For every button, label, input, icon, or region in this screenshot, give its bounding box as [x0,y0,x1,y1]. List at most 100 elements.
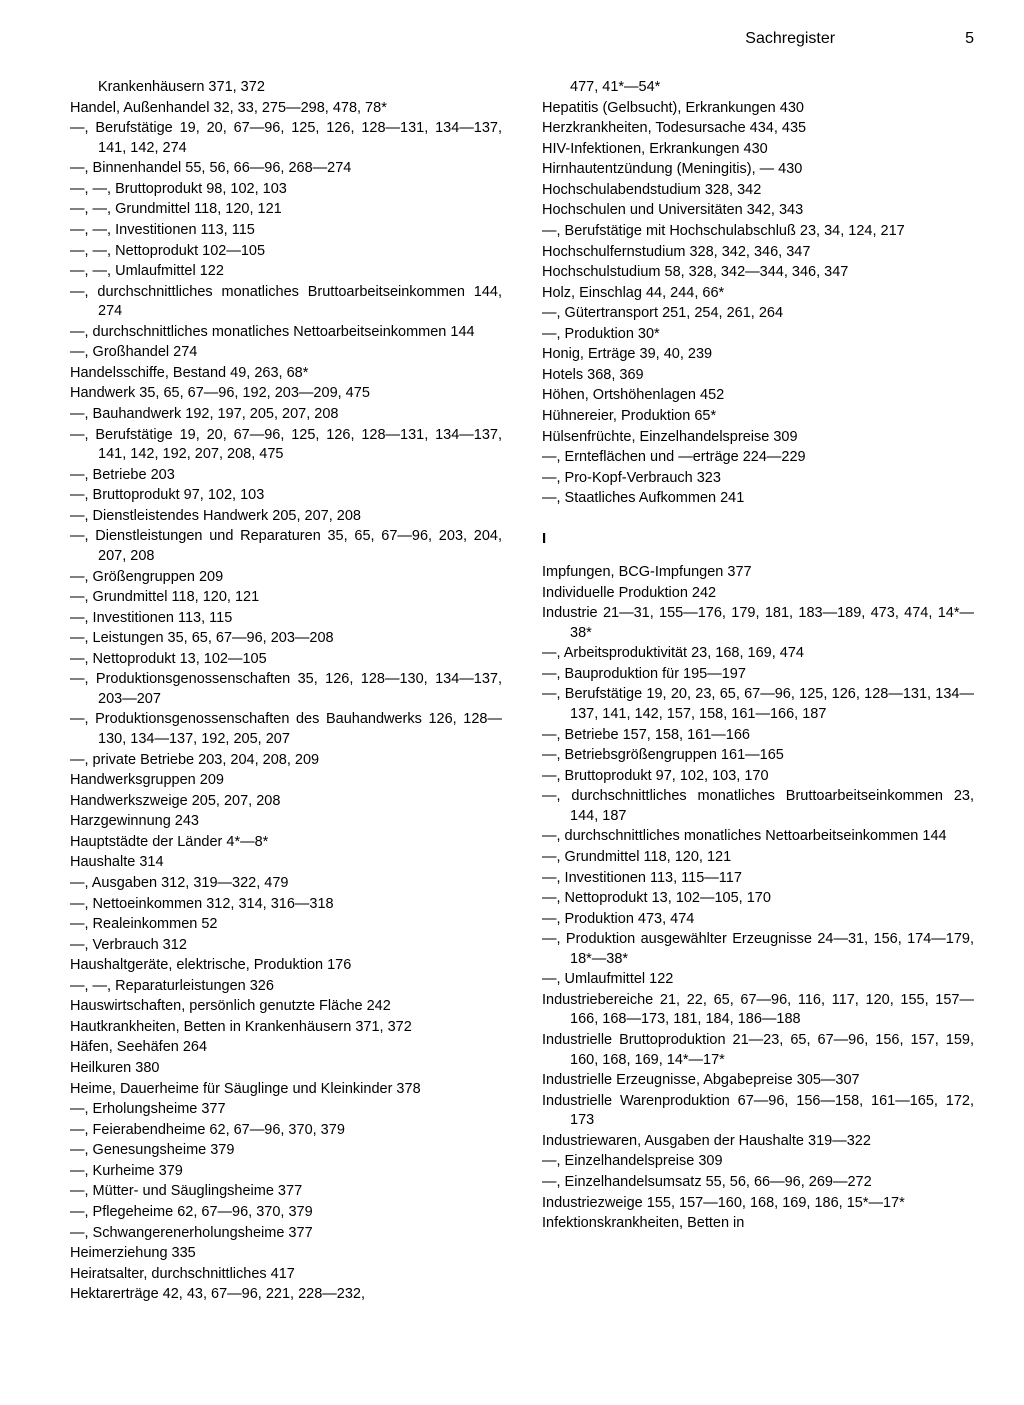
index-entry: Industriezweige 155, 157—160, 168, 169, … [542,1194,974,1214]
index-entry: —, Produktion 473, 474 [542,910,974,930]
index-entry: —, Einzelhandelsumsatz 55, 56, 66—96, 26… [542,1173,974,1193]
page-number: 5 [965,30,974,48]
index-entry: Häfen, Seehäfen 264 [70,1038,502,1058]
index-entry: Industrielle Warenproduktion 67—96, 156—… [542,1092,974,1131]
index-entry: —, Berufstätige 19, 20, 67—96, 125, 126,… [70,426,502,465]
index-entry: Individuelle Produktion 242 [542,584,974,604]
index-entry: —, Staatliches Aufkommen 241 [542,489,974,509]
index-entry: Impfungen, BCG-Impfungen 377 [542,563,974,583]
index-entry: —, Produktionsgenossenschaften des Bauha… [70,710,502,749]
index-entry: —, Verbrauch 312 [70,936,502,956]
index-entry: —, Ausgaben 312, 319—322, 479 [70,874,502,894]
index-entry: Handwerkszweige 205, 207, 208 [70,792,502,812]
index-entry: —, durchschnittliches monatliches Nettoa… [542,827,974,847]
index-entry: —, Kurheime 379 [70,1162,502,1182]
index-entry: Holz, Einschlag 44, 244, 66* [542,284,974,304]
index-entry: Industrielle Bruttoproduktion 21—23, 65,… [542,1031,974,1070]
index-entry: Krankenhäusern 371, 372 [70,78,502,98]
index-entry: Heimerziehung 335 [70,1244,502,1264]
index-entry: —, Feierabendheime 62, 67—96, 370, 379 [70,1121,502,1141]
index-entry: —, Grundmittel 118, 120, 121 [70,588,502,608]
index-entry: —, Grundmittel 118, 120, 121 [542,848,974,868]
index-entry: —, durchschnittliches monatliches Brutto… [542,787,974,826]
index-entry: —, Bauproduktion für 195—197 [542,665,974,685]
index-entry: Hotels 368, 369 [542,366,974,386]
index-entry: —, Investitionen 113, 115—117 [542,869,974,889]
index-entry: Heiratsalter, durchschnittliches 417 [70,1265,502,1285]
index-entry: —, Leistungen 35, 65, 67—96, 203—208 [70,629,502,649]
index-entry: —, Mütter- und Säuglingsheime 377 [70,1182,502,1202]
index-entry: —, Umlaufmittel 122 [542,970,974,990]
index-entry: —, Nettoprodukt 13, 102—105, 170 [542,889,974,909]
index-entry: —, durchschnittliches monatliches Brutto… [70,283,502,322]
index-entry: —, Betriebe 203 [70,466,502,486]
index-entry: —, Bruttoprodukt 97, 102, 103 [70,486,502,506]
index-entry: —, Großhandel 274 [70,343,502,363]
index-entry: —, —, Investitionen 113, 115 [70,221,502,241]
index-entry: Industrielle Erzeugnisse, Abgabepreise 3… [542,1071,974,1091]
index-entry: Hochschulen und Universitäten 342, 343 [542,201,974,221]
index-entry: Hautkrankheiten, Betten in Krankenhäuser… [70,1018,502,1038]
index-entry: —, Pflegeheime 62, 67—96, 370, 379 [70,1203,502,1223]
index-entry: Herzkrankheiten, Todesursache 434, 435 [542,119,974,139]
index-entry: —, —, Nettoprodukt 102—105 [70,242,502,262]
right-column: 477, 41*—54*Hepatitis (Gelbsucht), Erkra… [542,78,974,1306]
index-columns: Krankenhäusern 371, 372Handel, Außenhand… [70,78,974,1306]
index-entry: —, Betriebsgrößengruppen 161—165 [542,746,974,766]
index-entry: —, Dienstleistendes Handwerk 205, 207, 2… [70,507,502,527]
index-entry: Hektarerträge 42, 43, 67—96, 221, 228—23… [70,1285,502,1305]
index-entry: Handwerksgruppen 209 [70,771,502,791]
index-entry: —, Produktionsgenossenschaften 35, 126, … [70,670,502,709]
index-entry: I [542,529,974,549]
index-entry: —, private Betriebe 203, 204, 208, 209 [70,751,502,771]
index-entry: Hirnhautentzündung (Meningitis), — 430 [542,160,974,180]
index-entry: Haushalte 314 [70,853,502,873]
index-entry: Hochschulabendstudium 328, 342 [542,181,974,201]
index-entry: —, Berufstätige 19, 20, 67—96, 125, 126,… [70,119,502,158]
index-entry: Heime, Dauerheime für Säuglinge und Klei… [70,1080,502,1100]
index-entry: —, Nettoeinkommen 312, 314, 316—318 [70,895,502,915]
index-entry: —, Ernteflächen und —erträge 224—229 [542,448,974,468]
index-entry: —, Realeinkommen 52 [70,915,502,935]
index-entry: —, Dienstleistungen und Reparaturen 35, … [70,527,502,566]
index-entry: —, Gütertransport 251, 254, 261, 264 [542,304,974,324]
index-entry: —, Produktion 30* [542,325,974,345]
index-entry: —, Pro-Kopf-Verbrauch 323 [542,469,974,489]
index-entry: —, Einzelhandelspreise 309 [542,1152,974,1172]
index-entry: Handwerk 35, 65, 67—96, 192, 203—209, 47… [70,384,502,404]
index-entry: —, Binnenhandel 55, 56, 66—96, 268—274 [70,159,502,179]
index-entry: —, —, Bruttoprodukt 98, 102, 103 [70,180,502,200]
index-entry: —, —, Grundmittel 118, 120, 121 [70,200,502,220]
index-entry: —, Genesungsheime 379 [70,1141,502,1161]
index-entry: Harzgewinnung 243 [70,812,502,832]
index-entry: Hochschulfernstudium 328, 342, 346, 347 [542,243,974,263]
index-entry: Handel, Außenhandel 32, 33, 275—298, 478… [70,99,502,119]
index-entry: —, —, Umlaufmittel 122 [70,262,502,282]
index-entry: Handelsschiffe, Bestand 49, 263, 68* [70,364,502,384]
index-entry: —, Erholungsheime 377 [70,1100,502,1120]
index-entry: HIV-Infektionen, Erkrankungen 430 [542,140,974,160]
index-entry: —, Schwangerenerholungsheime 377 [70,1224,502,1244]
header-title: Sachregister [745,30,835,48]
index-entry: —, Nettoprodukt 13, 102—105 [70,650,502,670]
index-entry: —, Produktion ausgewählter Erzeugnisse 2… [542,930,974,969]
index-entry: 477, 41*—54* [542,78,974,98]
index-entry: Industriebereiche 21, 22, 65, 67—96, 116… [542,991,974,1030]
index-entry: —, —, Reparaturleistungen 326 [70,977,502,997]
index-entry: Heilkuren 380 [70,1059,502,1079]
index-entry: —, durchschnittliches monatliches Nettoa… [70,323,502,343]
index-entry: Haushaltgeräte, elektrische, Produktion … [70,956,502,976]
index-entry: Höhen, Ortshöhenlagen 452 [542,386,974,406]
index-entry: Infektionskrankheiten, Betten in [542,1214,974,1234]
index-entry: —, Bauhandwerk 192, 197, 205, 207, 208 [70,405,502,425]
index-entry: Hühnereier, Produktion 65* [542,407,974,427]
index-entry: Hülsenfrüchte, Einzelhandelspreise 309 [542,428,974,448]
index-entry: Hochschulstudium 58, 328, 342—344, 346, … [542,263,974,283]
index-entry: —, Größengruppen 209 [70,568,502,588]
index-entry: —, Bruttoprodukt 97, 102, 103, 170 [542,767,974,787]
index-entry: —, Berufstätige 19, 20, 23, 65, 67—96, 1… [542,685,974,724]
index-entry: Hauptstädte der Länder 4*—8* [70,833,502,853]
index-entry: Honig, Erträge 39, 40, 239 [542,345,974,365]
index-entry: —, Berufstätige mit Hochschulabschluß 23… [542,222,974,242]
index-entry: Hepatitis (Gelbsucht), Erkrankungen 430 [542,99,974,119]
